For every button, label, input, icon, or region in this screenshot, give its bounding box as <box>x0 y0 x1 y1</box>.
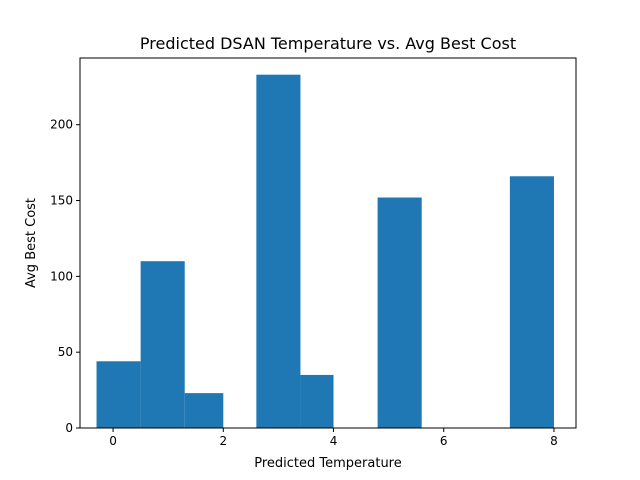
bar-3 <box>256 74 301 428</box>
y-tick-label-4: 200 <box>50 118 73 132</box>
x-tick-label-2: 4 <box>330 434 338 448</box>
bar-1 <box>140 261 185 428</box>
x-tick-label-0: 0 <box>109 434 117 448</box>
bar-5 <box>377 197 422 428</box>
bar-0 <box>96 361 141 428</box>
bar-4 <box>300 374 334 428</box>
plot-frame <box>79 57 577 429</box>
x-tick-label-1: 2 <box>219 434 227 448</box>
y-axis-label: Avg Best Cost <box>24 198 39 288</box>
x-tick-label-4: 8 <box>550 434 558 448</box>
y-axis-ticks: 0 50 100 150 200 <box>50 118 80 435</box>
bar-2 <box>184 393 224 428</box>
x-tick-label-3: 6 <box>440 434 448 448</box>
y-tick-label-0: 0 <box>65 421 73 435</box>
chart-title: Predicted DSAN Temperature vs. Avg Best … <box>140 34 516 53</box>
y-tick-label-2: 100 <box>50 269 73 283</box>
bars <box>96 74 554 428</box>
bar-6 <box>509 176 554 428</box>
x-axis-label: Predicted Temperature <box>254 456 402 471</box>
x-axis-ticks: 0 2 4 6 8 <box>109 428 558 448</box>
y-tick-label-1: 50 <box>58 345 73 359</box>
y-tick-label-3: 150 <box>50 194 73 208</box>
